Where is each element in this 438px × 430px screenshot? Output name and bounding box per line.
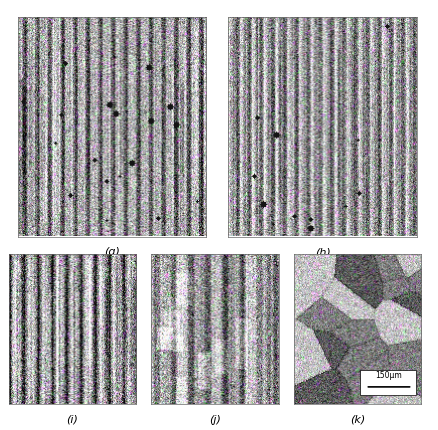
FancyBboxPatch shape — [360, 370, 415, 395]
Text: (g): (g) — [104, 248, 120, 258]
Text: (j): (j) — [208, 415, 221, 425]
Text: (h): (h) — [314, 248, 330, 258]
Text: (i): (i) — [66, 415, 78, 425]
Text: (k): (k) — [350, 415, 364, 425]
Text: 150μm: 150μm — [375, 371, 402, 380]
